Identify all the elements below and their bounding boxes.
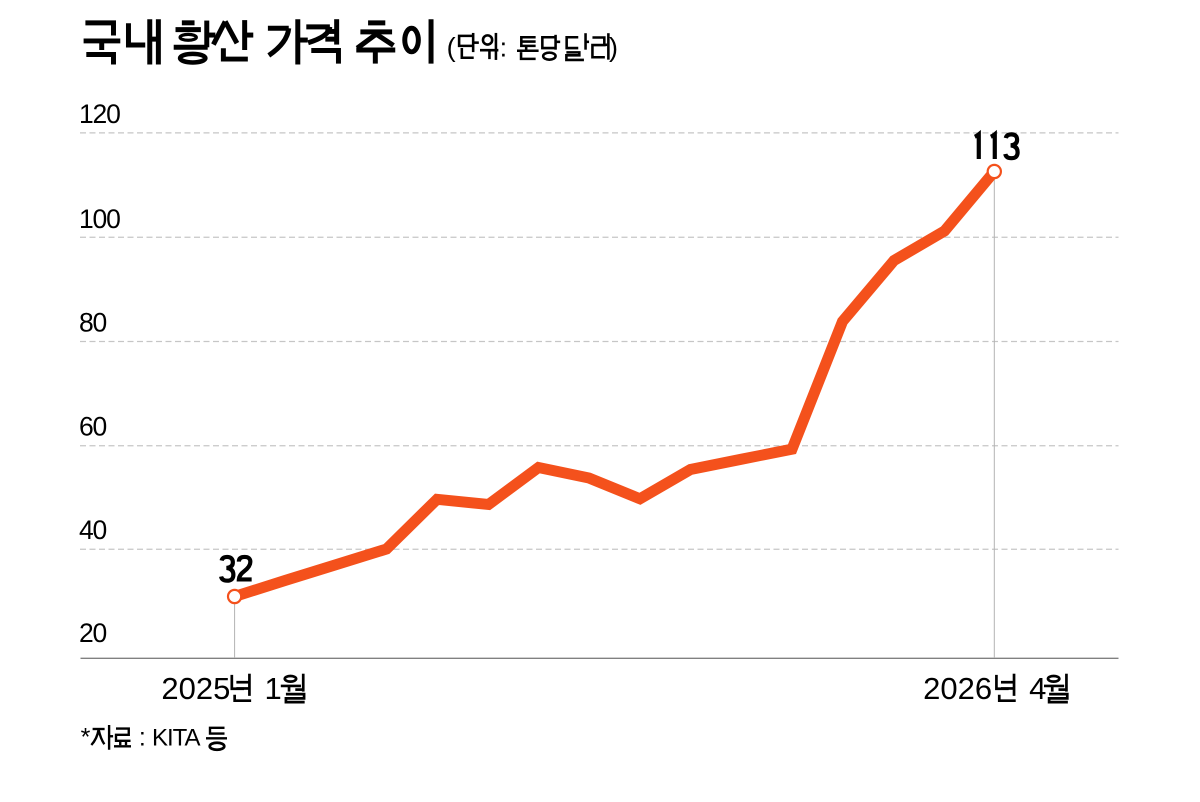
svg-text:1: 1 [265,671,282,706]
svg-text:2026: 2026 [923,671,992,706]
svg-text:): ) [609,33,618,63]
svg-text::: : [139,724,146,752]
svg-text:(: ( [447,33,456,63]
svg-text:40: 40 [79,515,107,545]
svg-text:2025: 2025 [161,671,230,706]
svg-text:60: 60 [79,412,107,442]
svg-text:120: 120 [79,99,120,129]
svg-text:80: 80 [79,307,107,337]
svg-text:*: * [81,724,91,752]
svg-text:KITA: KITA [152,725,201,752]
svg-text:100: 100 [79,204,120,234]
svg-text:4: 4 [1029,671,1046,706]
svg-text::: : [500,33,508,63]
svg-text:20: 20 [79,618,107,648]
